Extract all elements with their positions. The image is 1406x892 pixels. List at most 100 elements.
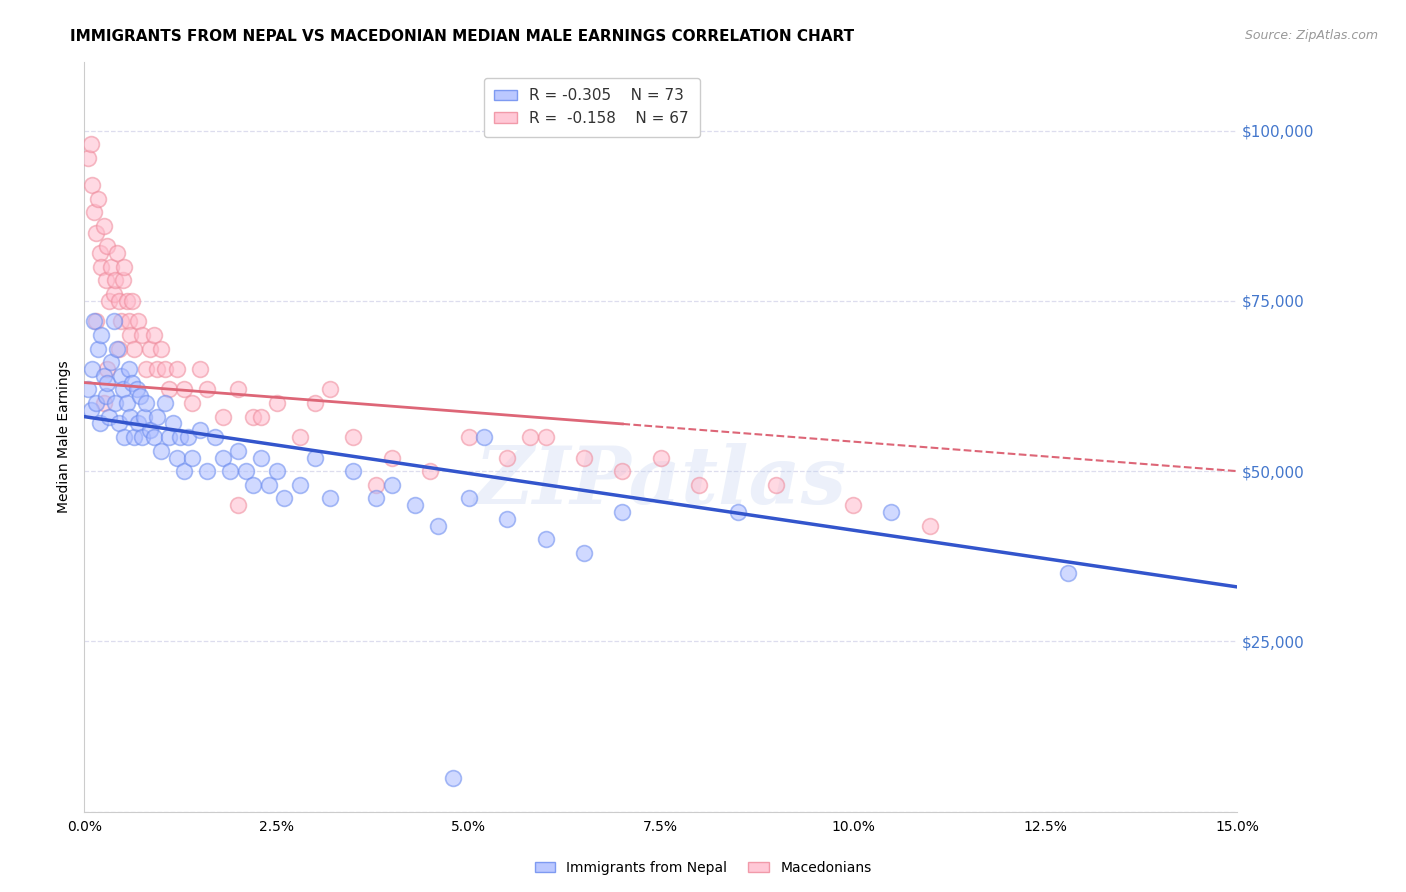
Point [211,409,233,424]
Point [226,498,249,512]
Point [572,546,595,560]
Point [918,518,941,533]
Point [166,362,188,376]
Point [169,430,191,444]
Point [181,396,204,410]
Point [366,491,388,506]
Point [534,533,557,547]
Point [127,314,149,328]
Point [118,362,141,376]
Point [131,430,153,444]
Point [226,383,249,397]
Point [142,327,165,342]
Point [153,362,176,376]
Point [204,430,226,444]
Point [496,450,519,465]
Point [121,376,143,390]
Point [125,383,148,397]
Point [128,389,150,403]
Point [441,771,464,785]
Point [138,342,160,356]
Point [90,260,112,274]
Point [84,226,107,240]
Point [195,383,218,397]
Point [157,383,180,397]
Point [250,409,273,424]
Point [765,477,787,491]
Point [79,137,101,152]
Point [108,342,131,356]
Point [273,491,295,506]
Point [97,409,120,424]
Point [104,273,127,287]
Point [426,518,449,533]
Point [304,450,326,465]
Point [288,477,311,491]
Point [319,383,342,397]
Point [94,273,117,287]
Point [242,477,264,491]
Point [89,246,111,260]
Point [319,491,342,506]
Point [235,464,257,478]
Point [688,477,710,491]
Point [80,178,103,192]
Text: IMMIGRANTS FROM NEPAL VS MACEDONIAN MEDIAN MALE EARNINGS CORRELATION CHART: IMMIGRANTS FROM NEPAL VS MACEDONIAN MEDI… [70,29,855,44]
Point [89,417,111,431]
Point [96,239,118,253]
Point [146,362,169,376]
Point [157,430,180,444]
Point [519,430,541,444]
Text: ZIPatlas: ZIPatlas [475,443,846,521]
Point [266,464,288,478]
Point [104,396,127,410]
Point [84,396,107,410]
Point [134,409,156,424]
Point [342,464,364,478]
Point [112,430,135,444]
Point [108,417,131,431]
Point [79,402,101,417]
Point [150,342,173,356]
Point [111,273,134,287]
Point [103,314,125,328]
Point [166,450,188,465]
Text: Source: ZipAtlas.com: Source: ZipAtlas.com [1244,29,1378,42]
Point [97,293,120,308]
Point [472,430,495,444]
Point [534,430,557,444]
Point [142,430,165,444]
Point [87,192,110,206]
Point [124,342,146,356]
Point [366,477,388,491]
Point [150,443,173,458]
Point [250,450,273,465]
Point [121,293,143,308]
Point [135,396,157,410]
Point [120,409,142,424]
Point [177,430,200,444]
Point [80,362,103,376]
Point [110,368,132,383]
Point [115,396,138,410]
Point [226,443,249,458]
Point [84,314,107,328]
Point [131,327,153,342]
Point [266,396,288,410]
Point [153,396,176,410]
Point [457,491,479,506]
Point [195,464,218,478]
Point [118,314,141,328]
Point [83,205,105,219]
Point [419,464,441,478]
Point [96,376,118,390]
Point [173,383,195,397]
Point [138,423,160,437]
Point [124,430,146,444]
Point [115,293,138,308]
Point [108,293,131,308]
Point [146,409,169,424]
Point [404,498,426,512]
Point [496,512,519,526]
Point [457,430,479,444]
